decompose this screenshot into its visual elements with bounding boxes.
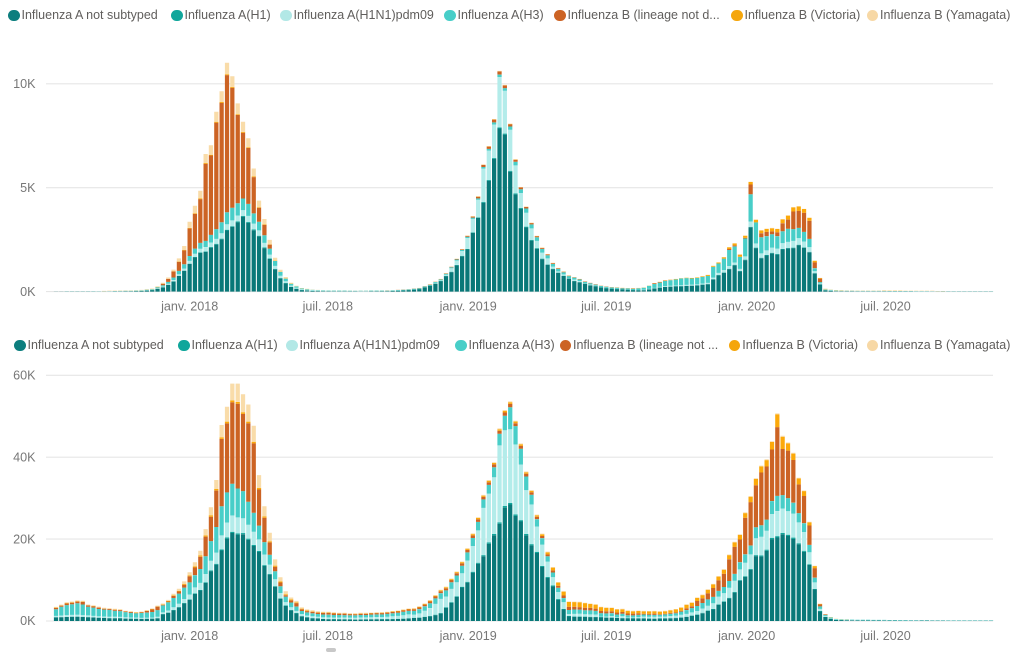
svg-text:janv. 2018: janv. 2018 bbox=[160, 629, 218, 643]
svg-text:5K: 5K bbox=[20, 181, 36, 195]
svg-text:janv. 2019: janv. 2019 bbox=[439, 629, 497, 643]
svg-text:janv. 2019: janv. 2019 bbox=[439, 299, 497, 313]
svg-text:0K: 0K bbox=[20, 614, 36, 628]
svg-text:janv. 2020: janv. 2020 bbox=[717, 629, 775, 643]
svg-text:janv. 2018: janv. 2018 bbox=[160, 299, 218, 313]
svg-text:0K: 0K bbox=[20, 285, 36, 299]
svg-text:juil. 2020: juil. 2020 bbox=[859, 299, 910, 313]
svg-text:60K: 60K bbox=[13, 369, 36, 383]
svg-text:10K: 10K bbox=[13, 77, 36, 91]
svg-text:juil. 2019: juil. 2019 bbox=[580, 299, 631, 313]
svg-text:juil. 2020: juil. 2020 bbox=[859, 629, 910, 643]
svg-text:20K: 20K bbox=[13, 532, 36, 546]
svg-text:juil. 2019: juil. 2019 bbox=[580, 629, 631, 643]
svg-text:janv. 2020: janv. 2020 bbox=[717, 299, 775, 313]
svg-text:40K: 40K bbox=[13, 450, 36, 464]
svg-text:juil. 2018: juil. 2018 bbox=[302, 299, 353, 313]
svg-text:juil. 2018: juil. 2018 bbox=[302, 629, 353, 643]
